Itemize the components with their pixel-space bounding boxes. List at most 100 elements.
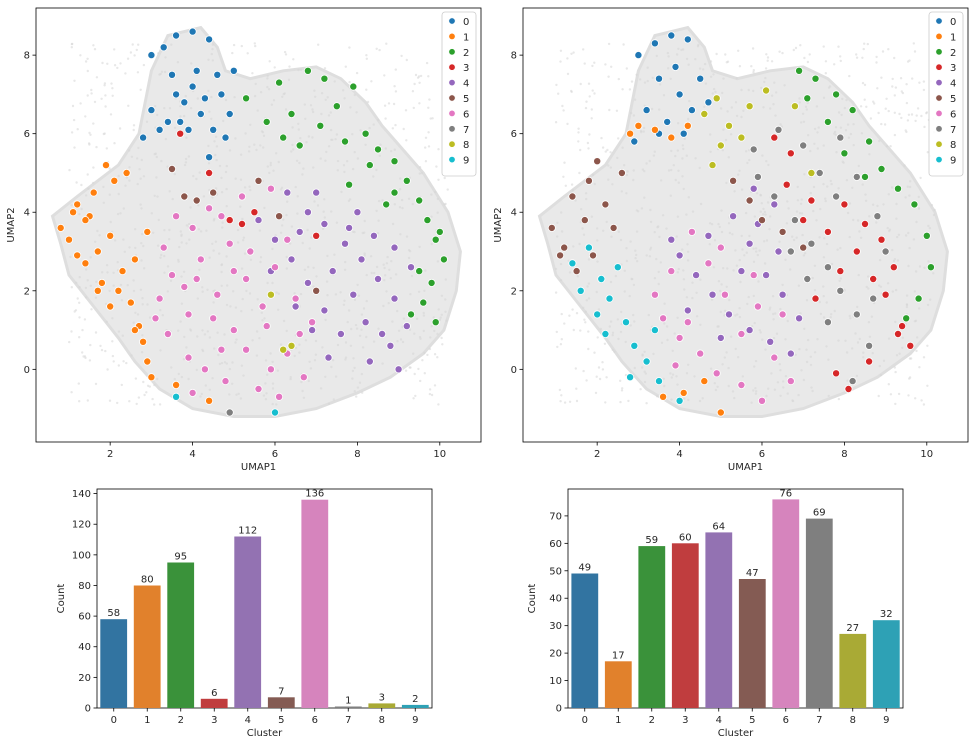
cloud-dot [740,115,743,119]
scatter-point-cluster-9 [622,318,631,327]
cloud-dot [878,364,881,368]
cloud-dot [366,100,370,104]
cloud-dot [922,80,926,83]
cloud-dot [863,42,866,45]
cloud-dot [343,268,347,271]
cloud-dot [80,183,83,187]
cloud-dot [812,209,815,213]
cloud-dot [428,347,432,351]
scatter-point-cluster-9 [650,326,659,335]
cloud-dot [635,253,638,257]
cloud-dot [142,380,145,384]
cloud-dot [240,310,243,313]
cloud-dot [603,342,607,345]
cloud-dot [682,187,685,191]
scatter-point-cluster-5 [572,267,581,276]
bar-cluster-6 [772,499,800,708]
cloud-dot [141,232,144,236]
cloud-dot [596,239,599,242]
cloud-dot [108,289,111,293]
cloud-dot [660,179,663,182]
cloud-dot [436,332,439,336]
cloud-dot [752,247,755,250]
cloud-dot [166,165,169,168]
cloud-dot [211,43,214,46]
y-tick-label: 20 [78,673,91,684]
bar-value-label: 1 [345,695,351,706]
scatter-point-cluster-6 [229,326,238,335]
cloud-dot [643,196,646,199]
x-tick-label: 3 [211,715,217,726]
cloud-dot [926,151,929,154]
cloud-dot [687,63,690,66]
scatter-point-cluster-6 [786,377,795,386]
cloud-dot [128,179,131,182]
cloud-dot [811,276,814,280]
cloud-dot [409,293,412,296]
cloud-dot [779,123,782,126]
cloud-dot [726,110,729,113]
legend-entry: 7 [463,125,469,136]
scatter-point-cluster-6 [753,302,762,311]
legend-marker [935,17,943,25]
cloud-dot [632,114,636,117]
scatter-point-cluster-7 [848,377,857,386]
bar-panel-left: 0204060801001201400581802953641125761367… [56,488,433,739]
cloud-dot [770,60,774,63]
scatter-point-cluster-6 [749,271,758,280]
scatter-point-cluster-0 [630,137,639,146]
cloud-dot [594,391,598,395]
cloud-dot [418,245,421,249]
cloud-dot [358,334,362,337]
cloud-dot [420,172,423,175]
scatter-point-cluster-5 [593,157,602,166]
cloud-dot [436,260,440,263]
legend-box [928,11,964,177]
scatter-point-cluster-6 [184,310,193,319]
scatter-point-cluster-2 [823,117,832,126]
cloud-dot [825,345,828,348]
scatter-point-cluster-5 [180,192,189,201]
cloud-dot [360,313,364,316]
cloud-dot [556,221,559,224]
scatter-point-cluster-6 [299,373,308,382]
cloud-dot [752,294,755,298]
cloud-dot [800,198,803,201]
cloud-dot [632,169,635,172]
cloud-dot [725,285,728,288]
cloud-dot [313,89,316,92]
cloud-dot [566,57,569,60]
cloud-dot [73,146,76,149]
cloud-dot [334,138,337,141]
cloud-dot [708,222,712,225]
cloud-dot [365,88,368,91]
x-tick-label: 10 [920,449,933,460]
cloud-dot [440,336,443,340]
cloud-dot [189,206,192,209]
scatter-point-cluster-2 [275,78,284,87]
cloud-dot [578,171,581,175]
cloud-dot [885,97,888,101]
bar-value-label: 58 [107,608,120,619]
scatter-point-cluster-9 [568,259,577,268]
cloud-dot [873,102,876,105]
cloud-dot [135,48,138,52]
bar-value-label: 136 [305,489,324,500]
scatter-point-cluster-1 [126,298,135,307]
cloud-dot [277,292,280,295]
cloud-dot [681,157,684,160]
scatter-point-cluster-1 [626,129,635,138]
cloud-dot [336,169,339,172]
cloud-dot [428,98,431,101]
cloud-dot [304,117,307,121]
cloud-dot [833,309,836,313]
cloud-dot [914,319,918,322]
cloud-dot [103,132,106,135]
cloud-dot [655,395,659,398]
cloud-dot [778,363,781,366]
cloud-dot [424,160,428,163]
cloud-dot [348,198,352,201]
cloud-dot [895,217,898,220]
cloud-dot [184,94,187,98]
